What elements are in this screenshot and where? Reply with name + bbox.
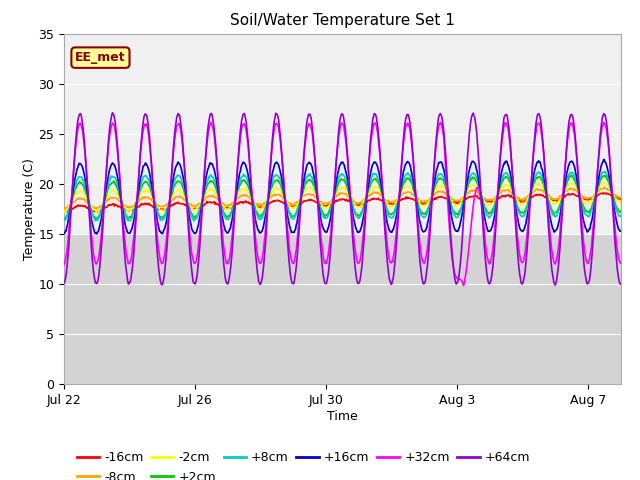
+16cm	[617, 228, 625, 234]
-16cm	[173, 200, 181, 205]
-2cm	[396, 193, 403, 199]
+64cm	[349, 240, 357, 245]
Bar	[64, 234, 621, 384]
+64cm	[396, 184, 404, 190]
-16cm	[136, 203, 143, 208]
+8cm	[617, 213, 625, 219]
+16cm	[136, 179, 143, 185]
-16cm	[396, 198, 404, 204]
Line: +16cm: +16cm	[64, 159, 621, 234]
+16cm	[173, 161, 181, 167]
+2cm	[602, 173, 610, 179]
+8cm	[135, 189, 143, 194]
+32cm	[348, 218, 356, 224]
+32cm	[617, 260, 625, 266]
-16cm	[60, 209, 68, 215]
+8cm	[601, 168, 609, 174]
+2cm	[396, 193, 403, 199]
Line: -16cm: -16cm	[64, 193, 621, 212]
+2cm	[486, 210, 493, 216]
Line: -2cm: -2cm	[64, 183, 621, 212]
-2cm	[617, 200, 625, 206]
+16cm	[349, 212, 357, 217]
Line: +64cm: +64cm	[64, 113, 621, 285]
+2cm	[124, 215, 131, 221]
+2cm	[135, 191, 143, 196]
+64cm	[486, 279, 494, 285]
-8cm	[173, 194, 181, 200]
-2cm	[173, 188, 180, 193]
+32cm	[460, 283, 467, 288]
+64cm	[60, 280, 68, 286]
+64cm	[136, 156, 143, 162]
+2cm	[60, 216, 68, 222]
+16cm	[93, 231, 100, 237]
+2cm	[348, 202, 356, 207]
-2cm	[486, 202, 493, 208]
+32cm	[487, 257, 495, 263]
+32cm	[396, 190, 403, 195]
X-axis label: Time: Time	[327, 409, 358, 422]
-8cm	[617, 195, 625, 201]
+64cm	[124, 281, 132, 287]
+16cm	[396, 189, 404, 194]
-8cm	[91, 206, 99, 212]
+16cm	[60, 230, 68, 236]
+64cm	[617, 281, 625, 287]
-2cm	[60, 209, 68, 215]
-8cm	[136, 197, 143, 203]
+8cm	[173, 173, 180, 179]
+64cm	[552, 282, 559, 288]
+2cm	[173, 179, 180, 185]
-16cm	[486, 198, 494, 204]
+64cm	[109, 110, 116, 116]
+8cm	[349, 204, 357, 210]
-8cm	[396, 193, 404, 199]
Y-axis label: Temperature (C): Temperature (C)	[22, 158, 36, 260]
+16cm	[486, 228, 494, 234]
+64cm	[173, 112, 181, 118]
Text: EE_met: EE_met	[75, 51, 126, 64]
+2cm	[617, 208, 625, 214]
-8cm	[349, 197, 357, 203]
Legend: -16cm, -8cm, -2cm, +2cm, +8cm, +16cm, +32cm, +64cm: -16cm, -8cm, -2cm, +2cm, +8cm, +16cm, +3…	[72, 446, 535, 480]
-16cm	[93, 209, 101, 215]
Line: +2cm: +2cm	[64, 176, 621, 219]
-2cm	[124, 207, 131, 213]
Line: +8cm: +8cm	[64, 171, 621, 221]
+16cm	[600, 156, 607, 162]
-16cm	[349, 200, 357, 206]
+32cm	[173, 123, 180, 129]
+32cm	[60, 262, 68, 267]
-8cm	[124, 205, 132, 211]
+8cm	[396, 190, 404, 195]
-16cm	[617, 197, 625, 203]
-2cm	[135, 194, 143, 200]
+8cm	[190, 218, 198, 224]
+32cm	[124, 256, 131, 262]
+8cm	[124, 217, 131, 223]
+16cm	[124, 230, 132, 236]
-16cm	[124, 207, 132, 213]
-8cm	[60, 206, 68, 212]
+32cm	[135, 166, 143, 172]
-2cm	[599, 180, 607, 186]
+8cm	[486, 214, 494, 219]
Line: +32cm: +32cm	[64, 122, 621, 286]
+8cm	[60, 217, 68, 223]
Title: Soil/Water Temperature Set 1: Soil/Water Temperature Set 1	[230, 13, 455, 28]
Line: -8cm: -8cm	[64, 187, 621, 209]
+32cm	[436, 120, 444, 125]
-8cm	[486, 197, 494, 203]
-16cm	[600, 190, 607, 196]
-2cm	[348, 199, 356, 204]
-8cm	[600, 184, 608, 190]
